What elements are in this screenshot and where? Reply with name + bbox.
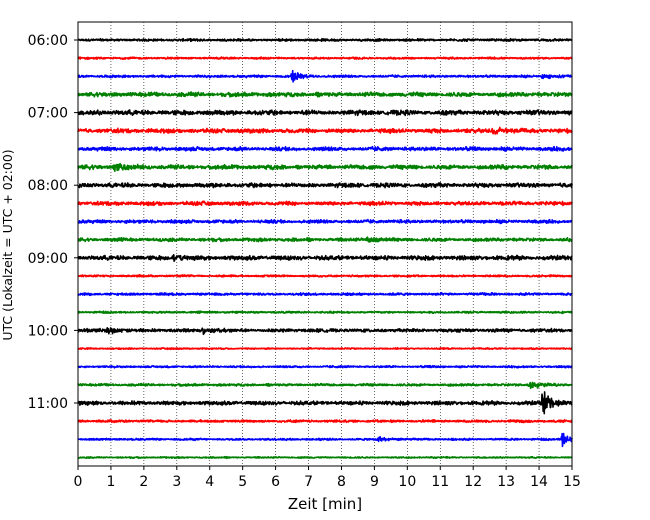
y-tick-label: 08:00	[28, 178, 68, 194]
x-tick-label: 12	[464, 474, 482, 490]
y-tick-label: 09:00	[28, 251, 68, 267]
x-tick-label: 9	[370, 474, 379, 490]
x-tick-label: 5	[238, 474, 247, 490]
x-tick-label: 1	[106, 474, 115, 490]
seismogram-trace	[77, 432, 573, 448]
seismogram-trace	[77, 91, 573, 98]
x-tick-label: 3	[172, 474, 181, 490]
plot-frame	[77, 21, 573, 467]
y-axis-ticks: 06:00 07:00 08:00 09:00 10:00 11:00	[28, 33, 78, 412]
seismogram-traces	[77, 37, 573, 460]
x-tick-label: 0	[74, 474, 83, 490]
x-tick-label: 7	[304, 474, 313, 490]
seismogram-trace	[77, 418, 573, 424]
seismogram-trace	[77, 109, 573, 117]
y-tick-label: 06:00	[28, 33, 68, 49]
x-tick-label: 2	[139, 474, 148, 490]
seismogram-trace	[77, 455, 573, 460]
seismogram-trace	[77, 69, 573, 83]
seismogram-trace	[77, 236, 573, 243]
x-tick-label: 4	[205, 474, 214, 490]
seismogram-trace	[77, 391, 573, 415]
y-tick-label: 10:00	[28, 323, 68, 339]
seismogram-trace	[77, 274, 573, 278]
seismogram-trace	[77, 364, 573, 369]
x-axis-label: Zeit [min]	[288, 495, 362, 513]
seismogram-trace	[77, 200, 573, 207]
seismogram-trace	[77, 182, 573, 189]
grid-lines	[110, 22, 540, 466]
x-tick-label: 14	[530, 474, 548, 490]
seismogram-trace	[77, 346, 573, 351]
x-tick-label: 8	[337, 474, 346, 490]
seismogram-trace	[77, 326, 573, 336]
seismogram-trace	[77, 126, 573, 135]
seismogram-trace	[77, 37, 573, 43]
y-axis-label: UTC (Lokalzeit = UTC + 02:00)	[0, 149, 15, 340]
x-tick-label: 10	[398, 474, 416, 490]
seismogram-trace	[77, 162, 573, 173]
x-tick-label: 11	[431, 474, 449, 490]
seismogram-trace	[77, 253, 573, 263]
x-axis-ticks: 0 1 2 3 4 5 6 7 8 9 10 11 12 13 14 15	[74, 466, 581, 490]
seismogram-trace	[77, 291, 573, 297]
seismogram-trace	[77, 218, 573, 225]
seismogram-trace	[77, 310, 573, 315]
y-tick-label: 07:00	[28, 106, 68, 122]
x-tick-label: 13	[497, 474, 515, 490]
x-tick-label: 6	[271, 474, 280, 490]
seismogram-trace	[77, 145, 573, 152]
seismogram-trace	[77, 56, 573, 61]
x-tick-label: 15	[563, 474, 581, 490]
y-tick-label: 11:00	[28, 396, 68, 412]
seismogram-trace	[77, 381, 573, 390]
